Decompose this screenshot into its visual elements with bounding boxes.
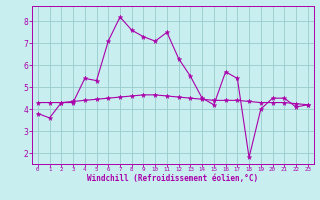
X-axis label: Windchill (Refroidissement éolien,°C): Windchill (Refroidissement éolien,°C) <box>87 174 258 183</box>
